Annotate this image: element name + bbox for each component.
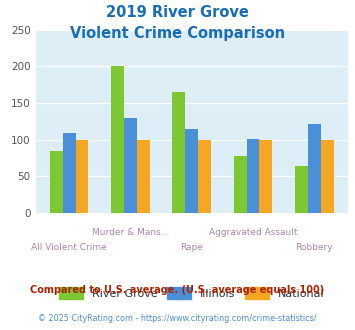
Bar	[124, 117, 137, 213]
Text: Violent Crime Comparison: Violent Crime Comparison	[70, 26, 285, 41]
Bar	[234, 156, 246, 213]
Bar	[321, 140, 333, 213]
Text: Rape: Rape	[180, 243, 203, 252]
Bar	[76, 140, 88, 213]
Text: 2019 River Grove: 2019 River Grove	[106, 5, 249, 20]
Text: Robbery: Robbery	[295, 243, 333, 252]
Bar	[137, 140, 150, 213]
Bar	[173, 92, 185, 213]
Text: Aggravated Assault: Aggravated Assault	[209, 228, 297, 237]
Bar	[111, 66, 124, 213]
Text: Compared to U.S. average. (U.S. average equals 100): Compared to U.S. average. (U.S. average …	[31, 285, 324, 295]
Bar	[198, 140, 211, 213]
Bar	[185, 129, 198, 213]
Legend: River Grove, Illinois, National: River Grove, Illinois, National	[59, 287, 324, 299]
Bar	[260, 140, 272, 213]
Bar	[295, 166, 308, 213]
Bar	[308, 124, 321, 213]
Bar	[246, 139, 260, 213]
Text: All Violent Crime: All Violent Crime	[31, 243, 107, 252]
Bar	[50, 151, 63, 213]
Text: Murder & Mans...: Murder & Mans...	[92, 228, 169, 237]
Text: © 2025 CityRating.com - https://www.cityrating.com/crime-statistics/: © 2025 CityRating.com - https://www.city…	[38, 314, 317, 323]
Bar	[63, 133, 76, 213]
